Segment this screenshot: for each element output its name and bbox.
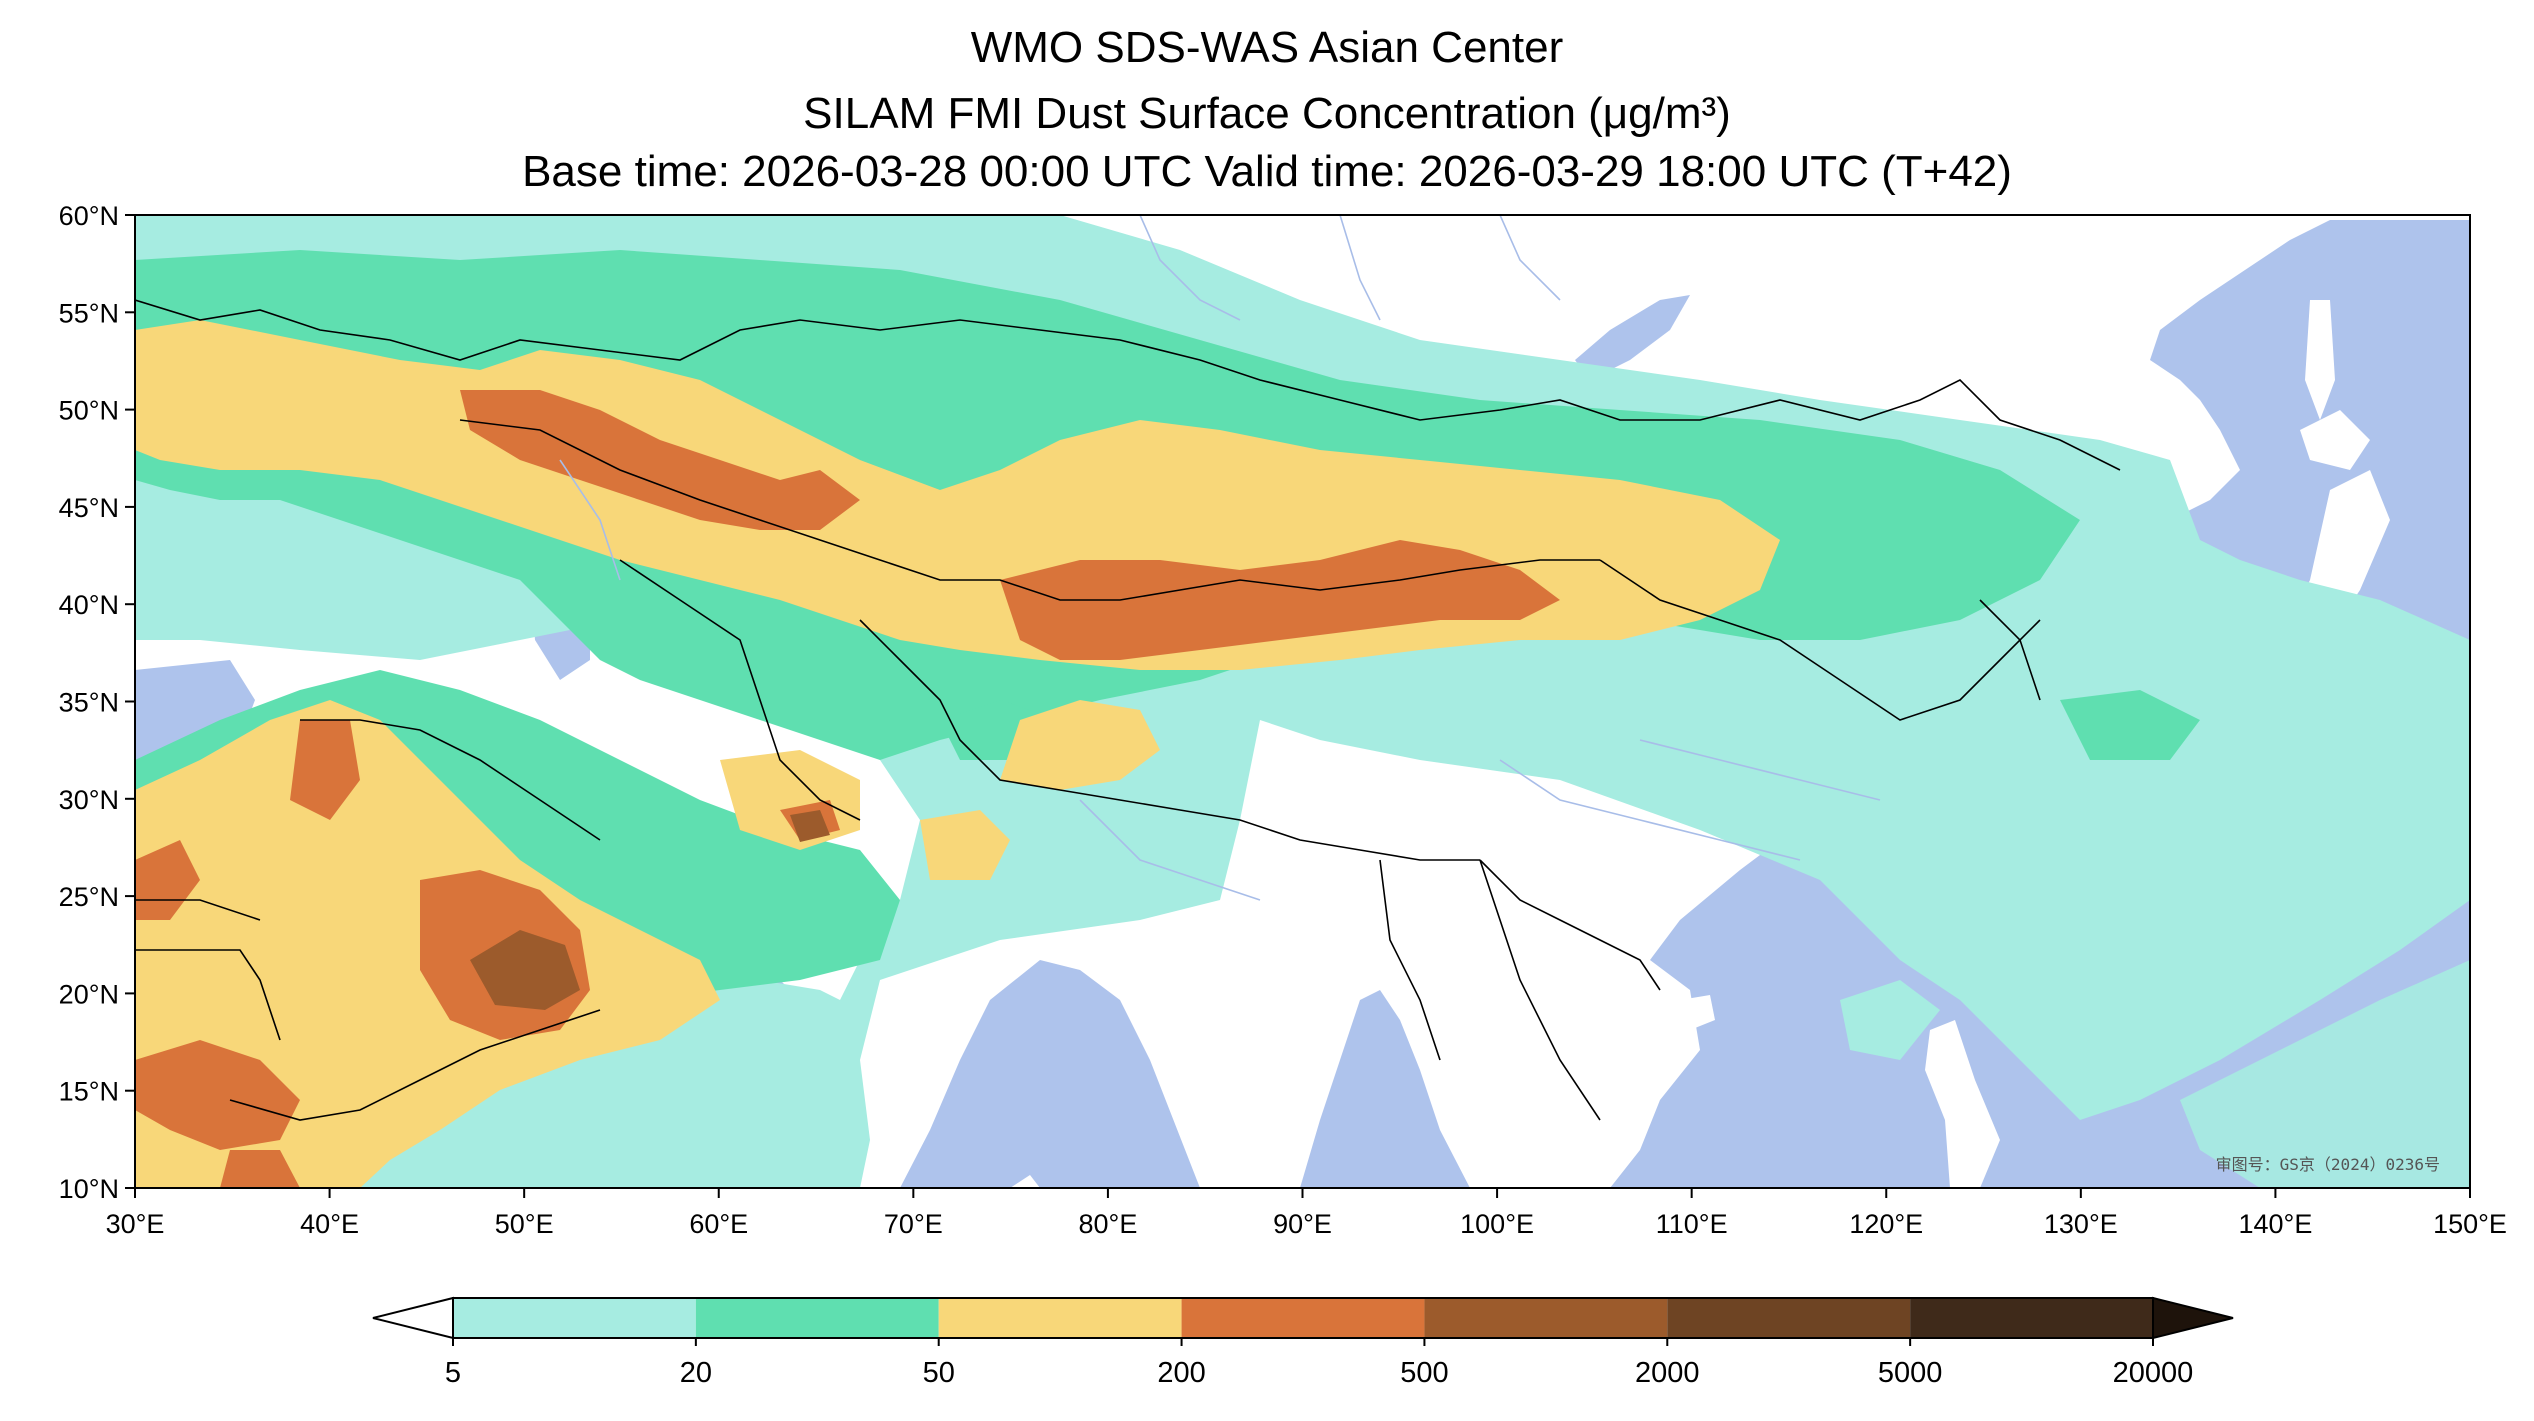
lat-tick-label: 35°N xyxy=(59,688,119,718)
colorbar-segment xyxy=(938,1298,1182,1338)
lat-tick-label: 30°N xyxy=(59,785,119,815)
land-philippines xyxy=(1925,1020,2000,1188)
lat-tick-label: 15°N xyxy=(59,1077,119,1107)
dust-layer-200-500 xyxy=(135,390,1560,1188)
land-sri-lanka xyxy=(1010,1175,1040,1188)
longitude-axis: 30°E 40°E 50°E 60°E 70°E 80°E 90°E 100°E 110°E 12… xyxy=(106,1188,2507,1239)
lon-tick-label: 140°E xyxy=(2238,1209,2312,1239)
lat-tick-label: 40°N xyxy=(59,590,119,620)
title-center-name: WMO SDS-WAS Asian Center xyxy=(970,23,1564,72)
colorbar-segment xyxy=(453,1298,696,1338)
land-hokkaido xyxy=(2300,410,2370,470)
lat-tick-label: 25°N xyxy=(59,882,119,912)
lon-tick-label: 80°E xyxy=(1078,1209,1137,1239)
colorbar-label: 5 xyxy=(445,1357,461,1389)
lon-tick-label: 30°E xyxy=(106,1209,165,1239)
colorbar-under-extension xyxy=(372,1296,454,1340)
country-borders xyxy=(135,299,2121,1121)
colorbar-label: 200 xyxy=(1157,1357,1205,1389)
lon-tick-label: 60°E xyxy=(689,1209,748,1239)
land-japan xyxy=(2180,470,2390,745)
lat-tick-label: 50°N xyxy=(59,396,119,426)
land-hainan xyxy=(1680,995,1715,1030)
lon-tick-label: 70°E xyxy=(884,1209,943,1239)
lon-tick-label: 90°E xyxy=(1273,1209,1332,1239)
colorbar-label: 5000 xyxy=(1878,1357,1943,1389)
lake-baikal xyxy=(1575,295,1690,380)
land-sakhalin xyxy=(2305,300,2335,420)
colorbar-segment xyxy=(695,1298,939,1338)
rivers xyxy=(559,215,1881,901)
map-area: 审图号：GS京（2024）0236号 xyxy=(135,215,2470,1188)
colorbar: 5 20 50 200 500 2000 5000 20000 xyxy=(372,1296,2234,1389)
dust-layer-500-2000 xyxy=(470,810,830,1010)
lat-tick-label: 45°N xyxy=(59,493,119,523)
lat-tick-label: 55°N xyxy=(59,298,119,328)
colorbar-segment xyxy=(1424,1298,1668,1338)
map-approval-stamp: 审图号：GS京（2024）0236号 xyxy=(2216,1155,2440,1174)
lon-tick-label: 110°E xyxy=(1656,1209,1728,1239)
lat-tick-label: 20°N xyxy=(59,979,119,1009)
colorbar-label: 20 xyxy=(680,1357,712,1389)
lon-tick-label: 150°E xyxy=(2433,1209,2507,1239)
colorbar-label: 50 xyxy=(923,1357,955,1389)
colorbar-label: 500 xyxy=(1400,1357,1448,1389)
lon-tick-label: 40°E xyxy=(300,1209,359,1239)
lat-tick-label: 60°N xyxy=(59,201,119,231)
colorbar-segment xyxy=(1910,1298,2153,1338)
title-product: SILAM FMI Dust Surface Concentration (μg… xyxy=(803,89,1731,138)
lon-tick-label: 130°E xyxy=(2044,1209,2118,1239)
latitude-axis: 60°N 55°N 50°N 45°N 40°N 35°N 30°N 25°N 20°N 15°N… xyxy=(59,201,135,1204)
colorbar-frame xyxy=(452,1297,2154,1339)
lon-tick-label: 100°E xyxy=(1460,1209,1534,1239)
lon-tick-label: 120°E xyxy=(1849,1209,1923,1239)
colorbar-label: 2000 xyxy=(1635,1357,1700,1389)
colorbar-label: 20000 xyxy=(2113,1357,2194,1389)
colorbar-segment xyxy=(1667,1298,1911,1338)
colorbar-over-extension xyxy=(2152,1296,2234,1340)
title-time: Base time: 2026-03-28 00:00 UTC Valid ti… xyxy=(522,147,2012,196)
lon-tick-label: 50°E xyxy=(495,1209,554,1239)
lat-tick-label: 10°N xyxy=(59,1174,119,1204)
colorbar-segment xyxy=(1181,1298,1425,1338)
